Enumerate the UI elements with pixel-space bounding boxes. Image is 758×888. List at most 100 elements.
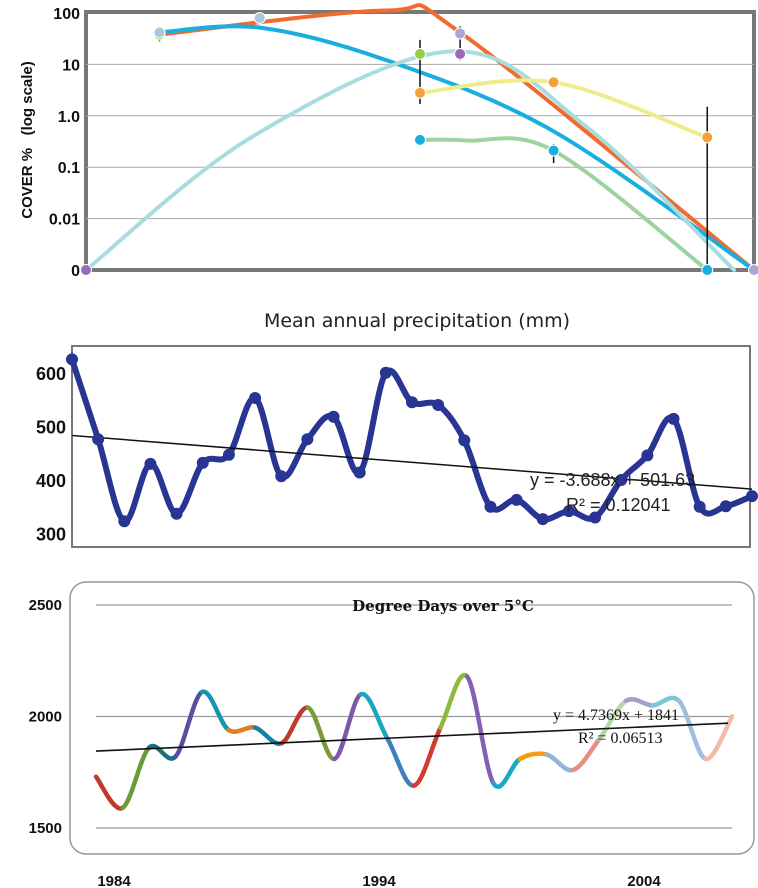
cover-chart-y-tick-label: 0 [71,263,80,280]
cover-chart-marker [414,47,426,60]
precipitation-data-point [458,434,471,447]
degree-days-series-segment [279,705,311,746]
precipitation-data-point [589,511,602,524]
precipitation-trend-equation: y = -3.688x + 501.63 [530,470,695,490]
precipitation-chart-trendline [71,434,753,490]
cover-chart-marker [80,264,92,276]
degree-days-chart-x-ticks: 1984 1994 2004 [97,873,661,888]
degree-days-y-tick-label: 2000 [29,709,62,726]
degree-days-series-segment [597,698,629,742]
cover-chart-series-line [157,24,756,272]
precipitation-chart-y-ticks: 600 500 400 300 [36,364,66,545]
cover-chart-markers [80,11,758,276]
cover-chart-y-ticks: 100 10 1.0 0.1 0.01 0 [49,6,80,280]
precipitation-data-point [379,366,392,379]
degree-days-trend-r2: R² = 0.06513 [578,730,663,747]
precipitation-data-point [641,449,654,462]
precipitation-data-point [484,500,497,513]
precipitation-trend-line [71,434,753,490]
degree-days-x-tick-label: 1984 [97,873,131,888]
precipitation-data-point [432,398,445,411]
precipitation-data-point [249,391,262,404]
degree-days-chart-y-ticks: 2500 2000 1500 [29,597,62,837]
precipitation-chart-y-tick-label: 500 [36,417,66,437]
degree-days-chart-title: Degree Days over 5°C [352,597,534,615]
precipitation-trend-r2: R² = 0.12041 [566,495,671,515]
precipitation-chart-y-tick-label: 600 [36,364,66,384]
degree-days-x-tick-label: 1994 [362,873,396,888]
cover-chart-y-tick-label: 10 [62,57,80,74]
precipitation-chart: Mean annual precipitation (mm) 600 500 400… [36,310,758,548]
cover-chart-marker [701,264,714,276]
cover-chart-y-tick-label: 0.1 [58,160,80,177]
degree-days-x-tick-label: 2004 [627,873,661,888]
cover-chart-marker [454,47,467,60]
precipitation-data-point [144,457,157,470]
degree-days-series-segment [491,756,523,789]
precipitation-data-point [222,448,235,461]
precipitation-data-point [406,396,418,409]
precipitation-chart-y-tick-label: 300 [36,525,66,545]
cover-chart-y-tick-label: 1.0 [58,109,80,126]
cover-chart-y-tick-label: 100 [53,6,80,23]
cover-chart-y-tick-label: 0.01 [49,212,80,229]
cover-chart-marker [153,26,166,39]
degree-days-series-segment [332,691,364,762]
degree-days-chart-frame [69,581,755,855]
cover-chart-frame [84,10,756,272]
degree-days-chart-series [93,672,735,811]
precipitation-chart-y-tick-label: 400 [36,471,66,491]
precipitation-data-point [536,513,549,526]
cover-chart-marker [253,11,266,24]
precipitation-data-point [667,412,680,425]
degree-days-series-segment [676,698,708,762]
degree-days-series-segment [93,774,125,811]
cover-chart-y-axis-label: COVER % (log scale) [19,61,36,219]
degree-days-series-segment [703,714,735,762]
precipitation-data-point [510,493,523,506]
degree-days-series-segment [173,689,205,759]
precipitation-data-point [719,500,732,513]
precipitation-data-point [562,505,575,518]
cover-chart-marker [701,131,714,144]
precipitation-data-point [615,474,628,486]
degree-days-series-segment [650,695,682,708]
cover-chart-marker [748,264,758,276]
cover-chart: 100 10 1.0 0.1 0.01 0 COVER % (log scale) [19,3,758,280]
degree-days-series-segment [438,672,470,730]
cover-chart-series-line [84,49,736,272]
cover-chart-error-bars [158,26,708,270]
cover-chart-marker [414,133,426,146]
precipitation-data-point [118,515,131,528]
degree-days-chart-trendline [95,722,729,752]
cover-chart-marker [547,76,560,89]
degree-days-series-segment [464,674,496,786]
precipitation-data-point [170,507,183,520]
cover-chart-marker [454,27,467,40]
precipitation-data-point [196,456,209,469]
degree-days-series-segment [146,743,178,761]
precipitation-data-point [746,490,758,503]
degree-days-chart: 2500 2000 1500 1984 1994 2004 Degree Days ov… [29,581,755,888]
degree-days-series-segment [570,736,602,773]
precipitation-data-point [301,433,314,446]
degree-days-trend-equation: y = 4.7369x + 1841 [553,707,679,724]
precipitation-chart-title: Mean annual precipitation (mm) [264,310,570,332]
precipitation-chart-markers [66,353,758,528]
degree-days-series-segment [385,736,417,788]
degree-days-chart-gridlines [96,604,732,829]
precipitation-data-point [693,500,706,513]
precipitation-chart-frame [71,345,751,548]
degree-days-y-tick-label: 2500 [29,597,62,614]
precipitation-data-point [327,410,340,423]
degree-days-y-tick-label: 1500 [29,820,62,837]
degree-days-series-segment [358,691,390,742]
degree-days-trend-line [95,722,729,752]
degree-days-series-segment [199,689,231,733]
precipitation-data-point [353,466,366,479]
cover-chart-marker [547,144,560,157]
degree-days-series-segment [411,725,443,788]
precipitation-data-point [92,433,105,446]
precipitation-data-point [66,353,78,366]
